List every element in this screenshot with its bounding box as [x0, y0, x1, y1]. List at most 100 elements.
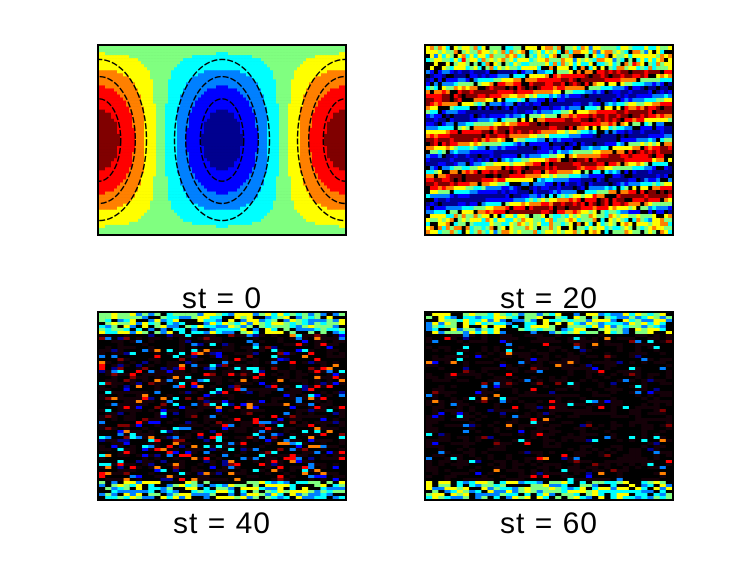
- heatmap-cell: [318, 82, 322, 86]
- heatmap-cell: [111, 115, 115, 120]
- heatmap-cell: [168, 215, 172, 220]
- heatmap-cell: [186, 70, 190, 74]
- heatmap-cell: [207, 173, 211, 177]
- heatmap-cell: [123, 224, 127, 229]
- heatmap-cell: [252, 70, 256, 74]
- heatmap-cell: [186, 67, 190, 71]
- heatmap-cell: [102, 212, 106, 217]
- heatmap-cell: [327, 173, 331, 177]
- heatmap-cell: [321, 212, 325, 217]
- heatmap-cell: [333, 209, 337, 214]
- heatmap-cell: [153, 221, 157, 226]
- heatmap-cell: [339, 155, 343, 159]
- heatmap-cell: [294, 64, 298, 68]
- heatmap-cell: [282, 136, 286, 141]
- heatmap-cell: [114, 103, 118, 107]
- heatmap-cell: [117, 173, 121, 177]
- heatmap-cell: [246, 73, 250, 77]
- heatmap-cell: [174, 94, 178, 98]
- heatmap-cell: [156, 227, 160, 232]
- heatmap-cell: [225, 167, 229, 171]
- heatmap-cell: [336, 152, 340, 156]
- heatmap-cell: [171, 206, 175, 211]
- heatmap-cell: [198, 109, 202, 114]
- heatmap-cell: [258, 218, 262, 223]
- heatmap-cell: [102, 149, 106, 153]
- heatmap-cell: [315, 118, 319, 123]
- heatmap-cell: [150, 73, 154, 77]
- heatmap-cell: [312, 143, 316, 147]
- heatmap-cell: [147, 136, 151, 141]
- heatmap-cell: [108, 55, 112, 59]
- heatmap-cell: [156, 121, 160, 126]
- heatmap-cell: [339, 109, 343, 114]
- heatmap-cell: [213, 155, 217, 159]
- heatmap-cell: [174, 109, 178, 114]
- heatmap-cell: [264, 146, 268, 150]
- heatmap-cell: [177, 118, 181, 123]
- heatmap-cell: [255, 146, 259, 150]
- heatmap-cell: [228, 155, 232, 159]
- heatmap-cell: [156, 221, 160, 226]
- heatmap-cell: [198, 200, 202, 204]
- heatmap-cell: [240, 188, 244, 192]
- heatmap-cell: [342, 82, 345, 86]
- heatmap-cell: [300, 103, 304, 107]
- heatmap-cell: [309, 200, 313, 204]
- heatmap-cell: [264, 197, 268, 201]
- heatmap-cell: [303, 49, 307, 53]
- heatmap-cell: [129, 182, 133, 186]
- heatmap-cell: [204, 176, 208, 180]
- heatmap-cell: [216, 155, 220, 159]
- heatmap-cell: [309, 109, 313, 114]
- heatmap-cell: [108, 149, 112, 153]
- heatmap-cell: [111, 112, 115, 117]
- heatmap-cell: [132, 70, 136, 74]
- heatmap-cell: [318, 124, 322, 129]
- heatmap-cell: [336, 188, 340, 192]
- heatmap-cell: [129, 224, 133, 229]
- heatmap-cell: [192, 133, 196, 138]
- heatmap-cell: [234, 149, 238, 153]
- heatmap-cell: [99, 88, 103, 92]
- heatmap-cell: [297, 206, 301, 211]
- heatmap-cell: [210, 197, 214, 201]
- heatmap-cell: [333, 109, 337, 114]
- heatmap-cell: [183, 209, 187, 214]
- heatmap-cell: [111, 55, 115, 59]
- heatmap-cell: [165, 97, 169, 101]
- heatmap-cell: [234, 130, 238, 135]
- heatmap-cell: [135, 191, 139, 195]
- heatmap-cell: [120, 152, 124, 156]
- heatmap-cell: [159, 140, 163, 144]
- heatmap-cell: [294, 118, 298, 123]
- heatmap-cell: [324, 58, 328, 62]
- heatmap-cell: [264, 206, 268, 211]
- heatmap-cell: [255, 106, 259, 110]
- heatmap-cell: [333, 185, 337, 189]
- heatmap-cell: [195, 109, 199, 114]
- heatmap-cell: [228, 203, 232, 208]
- heatmap-cell: [240, 164, 244, 168]
- heatmap-cell: [147, 118, 151, 123]
- heatmap-cell: [240, 103, 244, 107]
- heatmap-cell: [234, 136, 238, 141]
- heatmap-cell: [102, 85, 106, 89]
- heatmap-cell: [120, 130, 124, 135]
- heatmap-cell: [297, 91, 301, 95]
- heatmap-cell: [99, 161, 103, 165]
- heatmap-cell: [273, 191, 277, 195]
- heatmap-cell: [147, 227, 151, 232]
- heatmap-cell: [138, 173, 142, 177]
- heatmap-cell: [213, 64, 217, 68]
- heatmap-cell: [174, 167, 178, 171]
- heatmap-cell: [159, 58, 163, 62]
- heatmap-cell: [222, 155, 226, 159]
- heatmap-cell: [99, 52, 103, 56]
- heatmap-cell: [234, 218, 238, 223]
- heatmap-cell: [339, 88, 343, 92]
- heatmap-cell: [120, 106, 124, 110]
- heatmap-cell: [195, 115, 199, 120]
- heatmap-cell: [126, 164, 130, 168]
- heatmap-cell: [327, 67, 331, 71]
